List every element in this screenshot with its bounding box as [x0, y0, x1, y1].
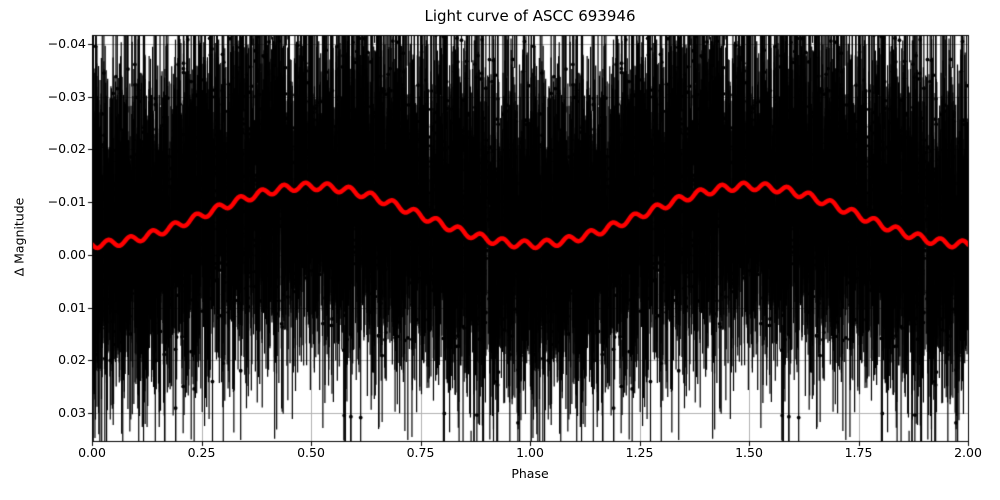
- y-axis-label: Δ Magnitude: [11, 197, 27, 277]
- x-axis-label: Phase: [511, 466, 549, 481]
- chart-title: Light curve of ASCC 693946: [424, 7, 636, 25]
